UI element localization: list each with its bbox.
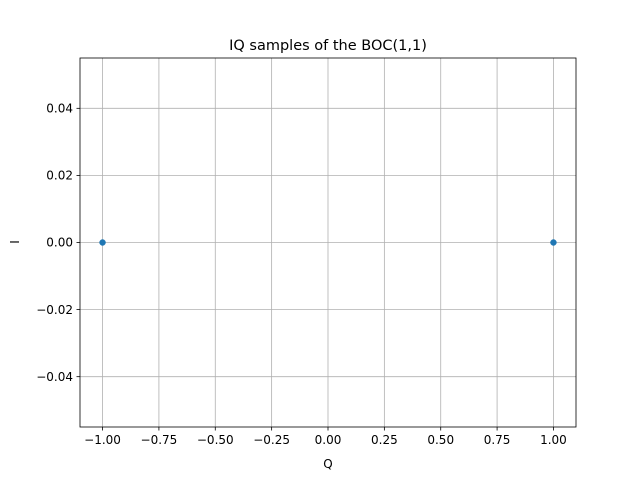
x-axis-label: Q (323, 457, 332, 471)
x-axis-ticks: −1.00 −0.75 −0.50 −0.25 0.00 0.25 0.50 0.75 1.00 (84, 427, 567, 447)
y-tick-label: 0.02 (46, 169, 73, 183)
x-tick-label: −0.25 (253, 433, 290, 447)
x-tick-label: 0.00 (315, 433, 342, 447)
data-point (99, 239, 106, 246)
x-tick-label: 0.50 (427, 433, 454, 447)
x-tick-label: −0.50 (197, 433, 234, 447)
y-axis-ticks: −0.04 −0.02 0.00 0.02 0.04 (36, 102, 80, 384)
x-tick-label: −0.75 (141, 433, 178, 447)
y-axis-label: I (8, 240, 22, 244)
data-point (550, 239, 557, 246)
x-tick-label: 1.00 (540, 433, 567, 447)
y-tick-label: 0.04 (46, 102, 73, 116)
y-tick-label: 0.00 (46, 236, 73, 250)
y-tick-label: −0.02 (36, 303, 73, 317)
x-tick-label: 0.75 (484, 433, 511, 447)
chart-title: IQ samples of the BOC(1,1) (229, 38, 427, 54)
y-tick-label: −0.04 (36, 370, 73, 384)
grid (80, 58, 576, 427)
x-tick-label: −1.00 (84, 433, 121, 447)
x-tick-label: 0.25 (371, 433, 398, 447)
scatter-points (99, 239, 557, 246)
